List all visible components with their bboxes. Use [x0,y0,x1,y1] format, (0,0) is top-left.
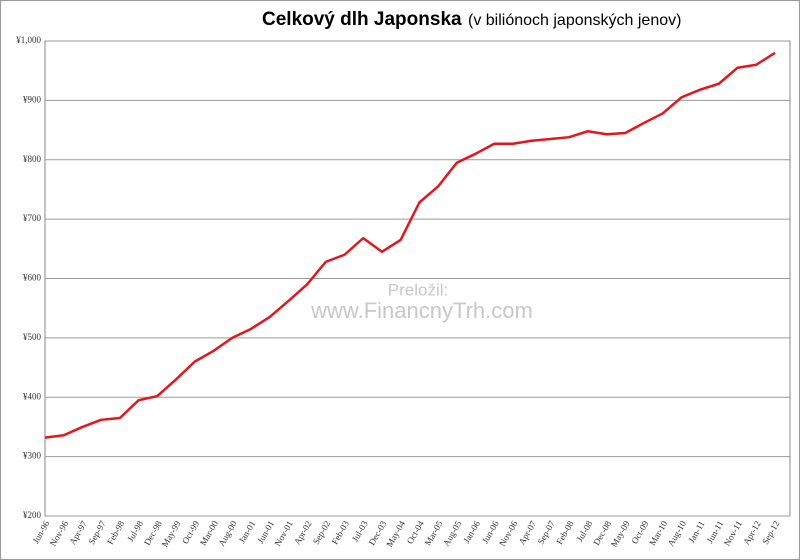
y-tick-label: ¥800 [23,154,42,164]
y-tick-label: ¥1,000 [16,35,41,45]
y-tick-label: ¥400 [23,391,42,401]
y-tick-label: ¥200 [23,510,42,520]
chart-subtitle: (v biliónoch japonských jenov) [468,12,681,29]
watermark-url: www.FinancnyTrh.com [310,298,533,323]
y-tick-label: ¥700 [23,213,42,223]
line-series [44,51,776,439]
y-tick-label: ¥600 [23,273,42,283]
watermark-label: Preložil: [388,280,448,299]
chart-title: Celkový dlh Japonska [262,9,462,30]
y-tick-label: ¥300 [23,451,42,461]
y-tick-label: ¥500 [23,332,42,342]
y-tick-label: ¥900 [23,94,42,104]
